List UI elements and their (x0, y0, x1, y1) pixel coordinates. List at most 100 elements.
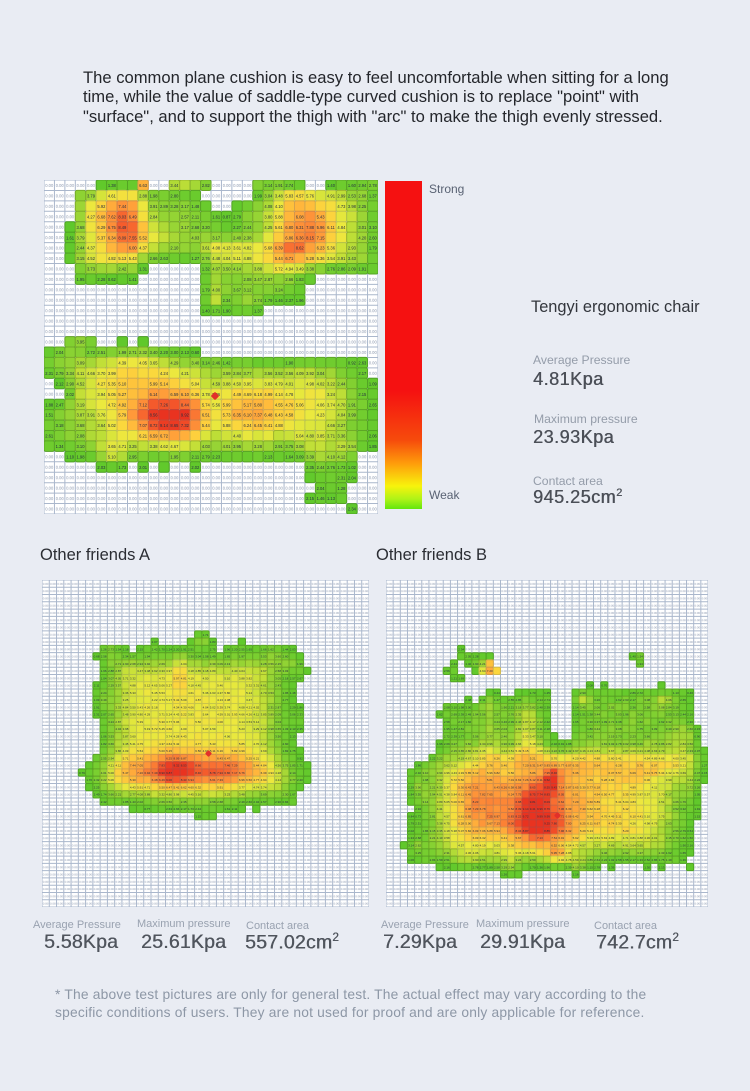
svg-text:3.85: 3.85 (261, 713, 267, 717)
svg-text:3.46: 3.46 (501, 720, 507, 724)
svg-text:3.61: 3.61 (233, 246, 242, 251)
svg-text:2.52: 2.52 (644, 858, 650, 862)
svg-text:6.61: 6.61 (458, 814, 464, 818)
svg-text:3.85: 3.85 (587, 858, 593, 862)
svg-text:1.59: 1.59 (437, 858, 443, 862)
svg-text:4.82: 4.82 (244, 246, 253, 251)
svg-text:5.39: 5.39 (587, 836, 593, 840)
svg-text:2.18: 2.18 (282, 676, 288, 680)
svg-text:5.92: 5.92 (573, 836, 579, 840)
svg-text:7.05: 7.05 (137, 764, 143, 768)
svg-text:3.75: 3.75 (285, 444, 294, 449)
svg-text:1.74: 1.74 (101, 793, 107, 797)
svg-text:4.05: 4.05 (115, 676, 121, 680)
svg-text:1.24: 1.24 (166, 647, 172, 651)
svg-text:1.48: 1.48 (290, 691, 296, 695)
svg-text:2.17: 2.17 (358, 371, 367, 376)
svg-text:3.37: 3.37 (637, 851, 643, 855)
svg-text:4.17: 4.17 (666, 793, 672, 797)
svg-text:3.81: 3.81 (630, 836, 636, 840)
svg-text:4.94: 4.94 (285, 267, 294, 272)
svg-text:2.67: 2.67 (297, 676, 303, 680)
svg-text:3.07: 3.07 (108, 676, 114, 680)
svg-text:5.18: 5.18 (152, 705, 158, 709)
svg-text:1.33: 1.33 (282, 727, 288, 731)
svg-text:2.02: 2.02 (66, 392, 75, 397)
svg-text:7.20: 7.20 (487, 669, 493, 673)
svg-text:5.00: 5.00 (465, 822, 471, 826)
svg-text:4.01: 4.01 (223, 444, 232, 449)
svg-text:6.29: 6.29 (97, 225, 106, 230)
svg-text:2.22: 2.22 (430, 756, 436, 760)
svg-text:4.98: 4.98 (306, 381, 315, 386)
svg-text:4.04: 4.04 (337, 413, 346, 418)
svg-text:6.94: 6.94 (188, 778, 194, 782)
svg-text:2.75: 2.75 (210, 647, 216, 651)
svg-text:4.23: 4.23 (537, 742, 543, 746)
svg-text:6.56: 6.56 (195, 749, 201, 753)
svg-text:1.13: 1.13 (327, 496, 336, 501)
svg-text:2.46: 2.46 (501, 735, 507, 739)
svg-text:3.18: 3.18 (203, 669, 209, 673)
svg-text:2.68: 2.68 (217, 800, 223, 804)
svg-text:4.77: 4.77 (253, 778, 259, 782)
svg-text:6.37: 6.37 (608, 771, 614, 775)
svg-text:5.61: 5.61 (275, 225, 284, 230)
svg-text:3.56: 3.56 (473, 735, 479, 739)
svg-text:1.61: 1.61 (224, 807, 230, 811)
svg-text:2.84: 2.84 (150, 214, 159, 219)
svg-text:3.18: 3.18 (188, 669, 194, 673)
svg-text:3.56: 3.56 (480, 713, 486, 717)
svg-text:8.85: 8.85 (544, 829, 550, 833)
svg-text:2.21: 2.21 (430, 836, 436, 840)
svg-text:5.41: 5.41 (616, 756, 622, 760)
svg-text:3.17: 3.17 (212, 235, 221, 240)
svg-text:3.38: 3.38 (580, 865, 586, 869)
svg-text:2.53: 2.53 (666, 713, 672, 717)
svg-text:4.61: 4.61 (188, 691, 194, 695)
svg-text:1.98: 1.98 (458, 705, 464, 709)
svg-text:4.30: 4.30 (644, 836, 650, 840)
svg-text:3.65: 3.65 (108, 444, 117, 449)
svg-text:4.28: 4.28 (275, 771, 281, 775)
svg-text:6.39: 6.39 (261, 771, 267, 775)
svg-text:4.34: 4.34 (173, 705, 179, 709)
svg-text:4.04: 4.04 (181, 662, 187, 666)
svg-text:6.94: 6.94 (144, 771, 150, 775)
svg-text:4.11: 4.11 (253, 713, 259, 717)
svg-text:2.93: 2.93 (348, 246, 357, 251)
svg-text:5.45: 5.45 (159, 727, 165, 731)
svg-text:1.31: 1.31 (139, 267, 148, 272)
svg-text:3.00: 3.00 (170, 350, 179, 355)
svg-text:3.77: 3.77 (487, 735, 493, 739)
svg-text:4.06: 4.06 (473, 851, 479, 855)
svg-text:3.74: 3.74 (166, 735, 172, 739)
svg-text:3.49: 3.49 (101, 698, 107, 702)
svg-text:5.60: 5.60 (608, 756, 614, 760)
svg-text:3.52: 3.52 (275, 371, 284, 376)
svg-text:3.87: 3.87 (123, 735, 129, 739)
svg-text:5.28: 5.28 (306, 256, 315, 261)
svg-text:4.24: 4.24 (160, 371, 169, 376)
svg-text:2.56: 2.56 (444, 669, 450, 673)
svg-text:6.26: 6.26 (501, 785, 507, 789)
svg-text:1.96: 1.96 (623, 713, 629, 717)
svg-text:2.60: 2.60 (687, 727, 693, 731)
svg-text:1.02: 1.02 (348, 465, 357, 470)
svg-text:3.29: 3.29 (253, 727, 259, 731)
svg-text:3.12: 3.12 (261, 727, 267, 731)
svg-text:4.71: 4.71 (144, 785, 150, 789)
svg-text:4.45: 4.45 (188, 793, 194, 797)
svg-text:6.86: 6.86 (224, 771, 230, 775)
svg-text:1.34: 1.34 (56, 444, 65, 449)
svg-text:4.50: 4.50 (233, 381, 242, 386)
svg-text:1.16: 1.16 (573, 873, 579, 877)
svg-text:4.79: 4.79 (651, 822, 657, 826)
svg-text:1.86: 1.86 (415, 764, 421, 768)
svg-text:2.68: 2.68 (191, 225, 200, 230)
svg-text:2.17: 2.17 (181, 807, 187, 811)
svg-text:2.62: 2.62 (659, 720, 665, 724)
svg-text:4.00: 4.00 (181, 727, 187, 731)
svg-text:3.66: 3.66 (108, 793, 114, 797)
svg-text:5.06: 5.06 (159, 684, 165, 688)
